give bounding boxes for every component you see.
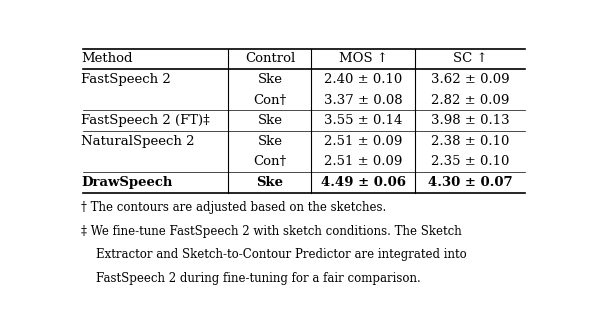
Text: Control: Control	[245, 52, 295, 65]
Text: DrawSpeech: DrawSpeech	[81, 176, 172, 189]
Text: 4.30 ± 0.07: 4.30 ± 0.07	[428, 176, 513, 189]
Text: 3.55 ± 0.14: 3.55 ± 0.14	[324, 114, 402, 127]
Text: † The contours are adjusted based on the sketches.: † The contours are adjusted based on the…	[81, 201, 387, 214]
Text: Ske: Ske	[257, 114, 282, 127]
Text: 2.38 ± 0.10: 2.38 ± 0.10	[431, 135, 509, 148]
Text: Ske: Ske	[257, 135, 282, 148]
Text: FastSpeech 2 during fine-tuning for a fair comparison.: FastSpeech 2 during fine-tuning for a fa…	[81, 272, 421, 285]
Text: 2.51 ± 0.09: 2.51 ± 0.09	[324, 135, 402, 148]
Text: FastSpeech 2 (FT)‡: FastSpeech 2 (FT)‡	[81, 114, 210, 127]
Text: Ske: Ske	[257, 176, 283, 189]
Text: 2.40 ± 0.10: 2.40 ± 0.10	[324, 73, 402, 86]
Text: 2.35 ± 0.10: 2.35 ± 0.10	[431, 155, 509, 168]
Text: MOS ↑: MOS ↑	[339, 52, 388, 65]
Text: 2.82 ± 0.09: 2.82 ± 0.09	[431, 93, 509, 107]
Text: Extractor and Sketch-to-Contour Predictor are integrated into: Extractor and Sketch-to-Contour Predicto…	[81, 248, 467, 261]
Text: SC ↑: SC ↑	[453, 52, 488, 65]
Text: 2.51 ± 0.09: 2.51 ± 0.09	[324, 155, 402, 168]
Text: Method: Method	[81, 52, 132, 65]
Text: 3.98 ± 0.13: 3.98 ± 0.13	[431, 114, 510, 127]
Text: Con†: Con†	[253, 155, 286, 168]
Text: 4.49 ± 0.06: 4.49 ± 0.06	[321, 176, 406, 189]
Text: FastSpeech 2: FastSpeech 2	[81, 73, 171, 86]
Text: Con†: Con†	[253, 93, 286, 107]
Text: Ske: Ske	[257, 73, 282, 86]
Text: NaturalSpeech 2: NaturalSpeech 2	[81, 135, 195, 148]
Text: 3.62 ± 0.09: 3.62 ± 0.09	[431, 73, 510, 86]
Text: 3.37 ± 0.08: 3.37 ± 0.08	[324, 93, 402, 107]
Text: ‡ We fine-tune FastSpeech 2 with sketch conditions. The Sketch: ‡ We fine-tune FastSpeech 2 with sketch …	[81, 225, 462, 238]
